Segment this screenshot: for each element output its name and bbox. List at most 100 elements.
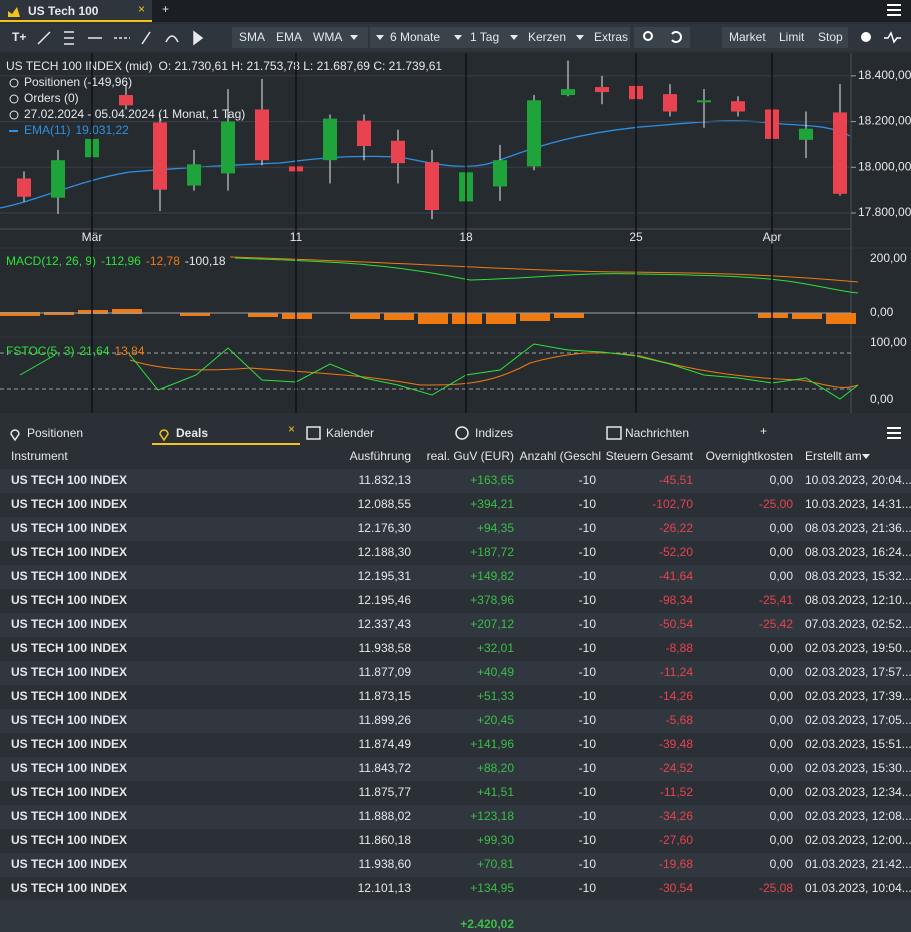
table-cell: 0,00 <box>770 857 794 871</box>
table-cell: US TECH 100 INDEX <box>11 569 127 583</box>
table-cell: +123,18 <box>470 809 514 823</box>
table-cell: +41,51 <box>477 785 514 799</box>
tab[interactable]: Deals <box>176 426 208 440</box>
settings-icon[interactable] <box>861 32 871 42</box>
zoom-icon[interactable] <box>643 31 653 41</box>
y-tick-label: 18.000,00 <box>858 159 911 173</box>
style[interactable]: Kerzen <box>528 30 566 44</box>
tab[interactable]: Nachrichten <box>625 426 689 440</box>
table-cell: 12.337,43 <box>358 617 412 631</box>
table-cell: -45,51 <box>659 473 693 487</box>
column-header: real. GuV (EUR) <box>427 449 514 463</box>
candle-body <box>17 178 31 197</box>
table: Instrument Ausführung real. GuV (EUR) Anzah… <box>0 449 911 932</box>
table-cell: -50,54 <box>659 617 693 631</box>
table-cell: US TECH 100 INDEX <box>11 497 127 511</box>
table-cell: 02.03.2023, 17:57... <box>805 665 911 679</box>
macd-name: MACD(12, 26, 9) <box>6 254 96 268</box>
table-row <box>0 877 911 901</box>
table-cell: 12.195,31 <box>358 569 412 583</box>
indicator[interactable]: EMA <box>276 30 302 44</box>
undo-icon[interactable] <box>671 31 682 43</box>
candle-body <box>493 160 507 187</box>
interval[interactable]: 1 Tag <box>470 30 499 44</box>
price-panel <box>0 53 911 247</box>
table-cell: US TECH 100 INDEX <box>11 545 127 559</box>
column-header: Erstellt am <box>805 449 862 463</box>
ohlc: O: 21.730,61 H: 21.753,78 L: 21.687,69 C… <box>158 59 442 73</box>
order-button[interactable]: Stop <box>818 30 843 44</box>
tab[interactable]: Indizes <box>475 426 513 440</box>
table-cell: +149,82 <box>470 569 514 583</box>
table-cell: -10 <box>579 593 597 607</box>
table-cell: 11.875,77 <box>359 785 412 799</box>
column-header: Overnightkosten <box>706 449 793 463</box>
x-tick-label: Apr <box>763 230 782 244</box>
table-row <box>0 805 911 829</box>
tab-add[interactable]: + <box>162 2 169 16</box>
table-cell: 0,00 <box>770 665 794 679</box>
table-cell: 0,00 <box>770 809 794 823</box>
menu-icon[interactable] <box>887 4 901 16</box>
active-tab[interactable] <box>0 0 152 22</box>
table-cell: 11.860,18 <box>359 833 412 847</box>
pulse-icon[interactable] <box>884 31 901 44</box>
tab-close[interactable]: × <box>288 422 295 436</box>
stoch-axis-label: 0,00 <box>870 392 894 406</box>
tool-icons[interactable] <box>37 30 204 46</box>
table-cell: -14,26 <box>659 689 693 703</box>
list-menu[interactable] <box>887 427 901 439</box>
candle-body <box>663 94 677 112</box>
tab-underline <box>0 20 152 22</box>
table-cell: +394,21 <box>470 497 514 511</box>
candle-body <box>731 101 745 112</box>
table-cell: -27,60 <box>659 833 693 847</box>
table-cell: US TECH 100 INDEX <box>11 809 127 823</box>
table-cell: 12.101,13 <box>358 881 412 895</box>
table-cell: 11.938,60 <box>359 857 412 871</box>
table-row <box>0 781 911 805</box>
tab-add[interactable]: + <box>760 424 767 438</box>
table-cell: US TECH 100 INDEX <box>11 521 127 535</box>
table-cell: -52,20 <box>659 545 693 559</box>
legend-positions: Positionen (-149,96) <box>24 75 132 89</box>
table-cell: 11.938,58 <box>359 641 412 655</box>
indicator[interactable]: SMA <box>239 30 265 44</box>
x-tick-label: Mär <box>82 230 103 244</box>
tab-close[interactable]: × <box>138 2 145 16</box>
table-cell: -41,64 <box>659 569 693 583</box>
table-cell: -10 <box>579 785 597 799</box>
order-button[interactable]: Limit <box>779 30 805 44</box>
table-cell: 02.03.2023, 15:30... <box>805 761 911 775</box>
table-cell: -25,41 <box>759 593 793 607</box>
indicator[interactable]: WMA <box>313 30 342 44</box>
table-cell: -10 <box>579 521 597 535</box>
table-cell: US TECH 100 INDEX <box>11 761 127 775</box>
order-button[interactable]: Market <box>729 30 766 44</box>
table-cell: 12.188,30 <box>358 545 412 559</box>
table-cell: 11.877,09 <box>359 665 412 679</box>
table-cell: 11.874,49 <box>359 737 412 751</box>
macd-line <box>234 257 859 294</box>
table-cell: -8,88 <box>666 641 694 655</box>
range[interactable]: 6 Monate <box>390 30 440 44</box>
indicator-group <box>232 27 368 48</box>
candle-body <box>119 95 133 106</box>
text-tool[interactable]: T+ <box>12 30 26 44</box>
tab[interactable]: Kalender <box>326 426 374 440</box>
table-cell: -10 <box>579 617 597 631</box>
tab[interactable]: Positionen <box>27 426 83 440</box>
extras[interactable]: Extras <box>594 30 628 44</box>
dropdown-arrows <box>350 35 584 40</box>
table-cell: 0,00 <box>770 473 794 487</box>
macd-value: -112,96 <box>101 254 141 268</box>
table-cell: 02.03.2023, 12:00... <box>805 833 911 847</box>
x-tick-label: 11 <box>290 230 303 244</box>
table-cell: 01.03.2023, 21:42... <box>805 857 911 871</box>
stoch-axis-label: 100,00 <box>870 335 907 349</box>
ema-value: 19.031,22 <box>75 123 129 137</box>
table-cell: 11.843,72 <box>359 761 412 775</box>
table-cell: 08.03.2023, 15:32... <box>805 569 911 583</box>
table-cell: +187,72 <box>470 545 514 559</box>
